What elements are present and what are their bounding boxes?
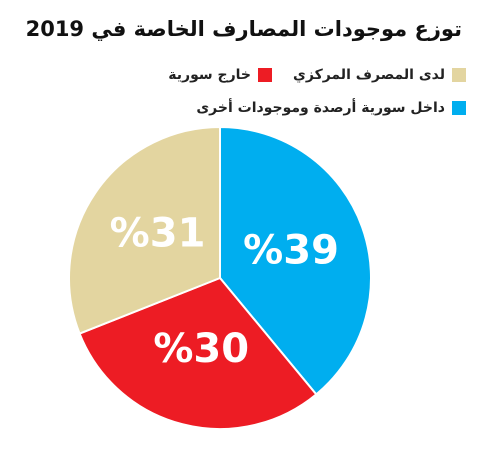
data-label: %31 (110, 211, 206, 257)
legend-label: لدى المصرف المركزي (293, 67, 445, 84)
legend-swatch (452, 68, 466, 82)
data-label: %39 (243, 227, 339, 273)
legend-label: خارج سورية (168, 67, 251, 83)
legend-swatch (452, 101, 466, 115)
pie-slice (219, 125, 372, 396)
pie-slice (68, 125, 221, 335)
data-label: %30 (153, 326, 249, 372)
legend-swatch (258, 68, 272, 82)
chart-title: توزع موجودات المصارف الخاصة في 2019 (26, 17, 462, 41)
legend-label: داخل سورية أرصدة وموجودات أخرى (196, 98, 445, 116)
pie-slice (78, 276, 318, 430)
